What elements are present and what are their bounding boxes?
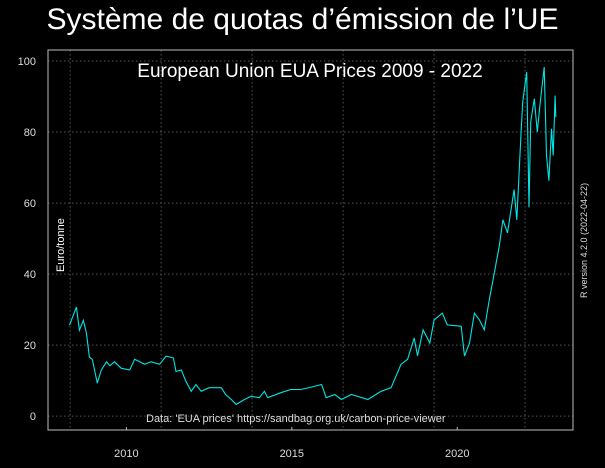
grid xyxy=(48,50,573,430)
x-tick-label: 2020 xyxy=(445,448,469,460)
axis-ticks: 0 20 40 60 80 100 2010 2015 2020 xyxy=(18,56,470,460)
y-tick-label: 40 xyxy=(24,269,36,281)
data-source-note: Data: 'EUA prices' https://sandbag.org.u… xyxy=(146,413,446,425)
y-tick-label: 20 xyxy=(24,340,36,352)
x-tick-label: 2015 xyxy=(280,448,304,460)
slide-title: Système de quotas d’émission de l’UE xyxy=(46,3,559,36)
y-tick-label: 0 xyxy=(30,411,36,423)
plot-frame xyxy=(47,49,574,431)
x-tick-label: 2010 xyxy=(114,448,138,460)
y-tick-label: 80 xyxy=(24,127,36,139)
chart-title: European Union EUA Prices 2009 - 2022 xyxy=(137,61,482,82)
y-tick-label: 100 xyxy=(18,56,36,68)
series-line-eua-price xyxy=(68,66,557,406)
r-version-note: R version 4.2.0 (2022-04-22) xyxy=(579,183,589,298)
y-axis-label: Euro/tonne xyxy=(55,218,67,272)
y-tick-label: 60 xyxy=(24,198,36,210)
